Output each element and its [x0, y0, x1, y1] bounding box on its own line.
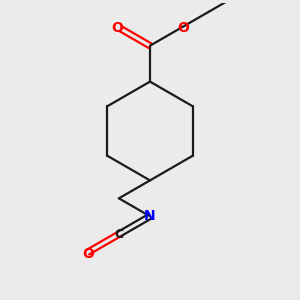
Text: N: N — [144, 209, 156, 223]
Text: O: O — [111, 21, 123, 35]
Text: O: O — [177, 21, 189, 35]
Text: C: C — [114, 228, 124, 241]
Text: O: O — [82, 247, 94, 261]
